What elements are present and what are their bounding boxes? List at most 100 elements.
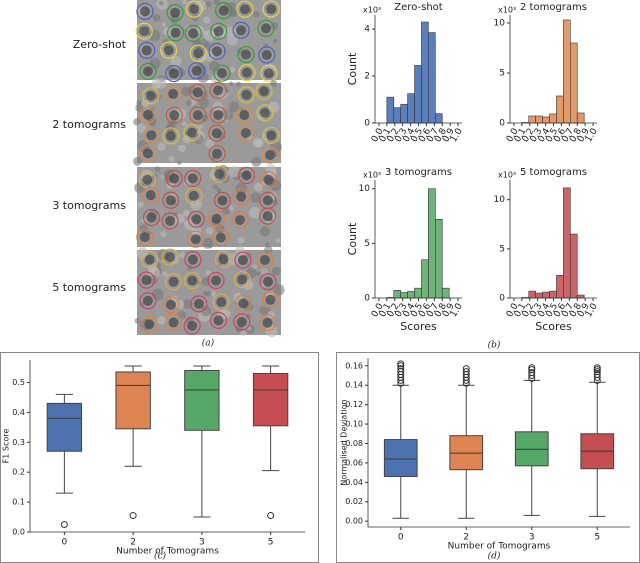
- noise: [228, 205, 235, 212]
- particle-ring: [164, 273, 183, 291]
- particle-ring: [261, 146, 279, 164]
- strip-label: Zero-shot: [73, 38, 127, 51]
- outlier: [267, 512, 275, 520]
- particle: [192, 87, 203, 98]
- particle: [188, 190, 199, 201]
- y-tick-label: 0.16: [345, 361, 363, 370]
- particle: [213, 109, 224, 120]
- y-tick-label: 0.0: [12, 528, 25, 537]
- noise: [201, 114, 209, 122]
- y-tick-label: 0.00: [345, 517, 363, 526]
- particle-ring: [164, 85, 182, 103]
- particle: [143, 109, 154, 120]
- noise: [185, 100, 192, 107]
- x-axis-label: Scores: [400, 320, 437, 333]
- particle-ring: [260, 64, 278, 82]
- noise: [134, 182, 146, 194]
- noise: [221, 308, 231, 319]
- noise: [210, 290, 216, 297]
- particle: [211, 128, 222, 139]
- x-tick-label: 3: [529, 533, 535, 543]
- caption: (c): [154, 551, 167, 562]
- particle: [139, 232, 150, 243]
- particle: [241, 170, 252, 181]
- noise: [216, 187, 222, 193]
- noise: [275, 237, 281, 243]
- particle: [262, 195, 273, 206]
- noise: [210, 74, 221, 84]
- particle-ring: [184, 24, 202, 43]
- particle-ring: [142, 208, 161, 227]
- noise: [176, 68, 186, 78]
- particle: [169, 110, 180, 121]
- particle-ring: [210, 22, 228, 40]
- particle-ring: [261, 291, 280, 309]
- outlier: [593, 364, 601, 372]
- axis: [509, 15, 597, 124]
- particle: [168, 88, 179, 99]
- particle-ring: [210, 165, 228, 183]
- particle: [214, 169, 225, 180]
- y-tick-label: 10: [494, 195, 506, 205]
- particle-ring: [139, 292, 157, 310]
- noise: [197, 71, 209, 83]
- particle: [141, 45, 152, 56]
- noise: [136, 247, 149, 259]
- particle-ring: [165, 106, 183, 124]
- particle-ring: [255, 82, 273, 100]
- noise: [273, 39, 278, 44]
- particle-ring: [256, 251, 274, 269]
- noise: [177, 160, 182, 165]
- particle-ring: [161, 248, 179, 266]
- y-tick-label: 10: [494, 19, 506, 29]
- noise: [203, 29, 215, 42]
- particle-ring: [166, 24, 185, 42]
- particle-ring: [160, 41, 178, 59]
- noise: [208, 61, 220, 72]
- noise: [229, 66, 236, 73]
- particle-ring: [165, 169, 183, 188]
- y-tick-label: 0: [499, 294, 505, 304]
- noise: [182, 299, 193, 310]
- particle: [212, 148, 223, 159]
- particle-ring: [259, 171, 278, 189]
- particle: [193, 48, 204, 59]
- x-tick-label: 2: [463, 533, 469, 543]
- hist-bar: [570, 233, 578, 299]
- particle: [211, 213, 222, 224]
- particle-ring: [209, 311, 228, 329]
- particle-ring: [257, 19, 275, 37]
- hist-bar: [400, 103, 408, 124]
- particle-ring: [208, 42, 226, 60]
- hist-bar: [435, 219, 443, 299]
- noise: [179, 252, 185, 258]
- y-multiplier: x10³: [363, 6, 381, 15]
- particle-ring: [234, 251, 252, 269]
- x-tick-label: 3: [199, 538, 205, 548]
- hist-bar: [549, 290, 557, 299]
- particle: [266, 4, 277, 15]
- particle: [235, 215, 246, 226]
- noise: [254, 182, 263, 192]
- outlier: [397, 365, 405, 373]
- noise: [151, 79, 162, 90]
- particle: [146, 130, 157, 141]
- particle-ring: [209, 106, 227, 124]
- particle: [163, 45, 174, 56]
- noise: [206, 291, 212, 297]
- particle: [191, 214, 202, 225]
- hist-bar: [386, 96, 395, 124]
- noise: [197, 38, 209, 50]
- hist-bar: [414, 287, 422, 299]
- particle-ring: [162, 191, 180, 209]
- particle: [239, 4, 250, 15]
- noise: [168, 155, 175, 162]
- hist-bar: [556, 275, 564, 299]
- noise: [134, 318, 140, 324]
- particle-ring: [237, 124, 255, 142]
- hist-bar: [393, 290, 402, 299]
- x-tick-label: 2: [130, 538, 136, 548]
- noise: [133, 156, 143, 166]
- particle-ring: [162, 296, 180, 314]
- particle-ring: [142, 126, 160, 144]
